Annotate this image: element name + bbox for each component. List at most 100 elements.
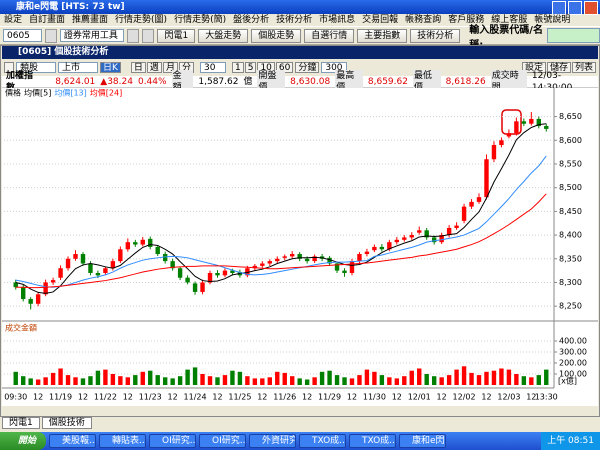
- candle-body: [514, 121, 519, 134]
- x-tick-label: 11/30: [363, 393, 386, 402]
- menu-item[interactable]: 帳號說明: [534, 15, 571, 25]
- candle-body: [394, 239, 400, 243]
- minimize-button[interactable]: [552, 1, 566, 15]
- y-tick-label: 8,550: [559, 159, 582, 168]
- x-tick-label: 12/02: [453, 393, 476, 402]
- volume-bar: [454, 369, 459, 385]
- volume-bar: [409, 370, 414, 385]
- legend-label: 均價[24]: [90, 88, 122, 98]
- menu-item[interactable]: 線上客服: [491, 15, 528, 25]
- start-button[interactable]: 開始: [0, 432, 47, 450]
- tool-icon[interactable]: [127, 28, 140, 43]
- window-tab[interactable]: 個股技術: [41, 417, 92, 429]
- setting-button[interactable]: 儲存: [546, 62, 571, 73]
- period-tab[interactable]: 月: [162, 62, 178, 73]
- volume-bar: [125, 377, 131, 385]
- period-tab[interactable]: 日: [130, 62, 146, 73]
- candle-body: [58, 268, 63, 278]
- close-button[interactable]: [584, 1, 598, 15]
- candle-body: [297, 254, 302, 259]
- task-item[interactable]: OI研究...: [149, 434, 197, 448]
- candle-body: [95, 272, 101, 276]
- task-item[interactable]: TXO成...: [299, 434, 347, 448]
- volume-bar: [484, 371, 489, 385]
- candle-body: [65, 258, 71, 269]
- volume-bar: [424, 374, 429, 385]
- x-tick-label: 12/03: [497, 393, 520, 402]
- group-select[interactable]: 類股: [16, 62, 56, 73]
- volume-bar: [192, 367, 198, 385]
- y-tick-label: 400.00: [559, 337, 587, 346]
- toolbar-button[interactable]: 技術分析: [410, 28, 461, 43]
- menu-item[interactable]: 自訂畫面: [29, 15, 66, 25]
- minutes-select[interactable]: 30: [199, 62, 226, 73]
- toolbar-button[interactable]: 個股走勢: [251, 28, 302, 43]
- toolbar-button[interactable]: 自選行情: [304, 28, 355, 43]
- menu-item[interactable]: 設定: [4, 15, 23, 25]
- volume-bar: [544, 369, 549, 385]
- candle-body: [417, 230, 422, 233]
- setting-button[interactable]: 設定: [521, 62, 546, 73]
- search-input[interactable]: [546, 28, 600, 43]
- step-button[interactable]: 5: [244, 62, 257, 73]
- task-item[interactable]: 康和e閃...: [399, 434, 447, 448]
- menu-item[interactable]: 帳務查詢: [405, 15, 442, 25]
- window-tab[interactable]: 閃電1: [2, 417, 40, 429]
- volume-bar: [65, 375, 71, 385]
- setting-button[interactable]: 列表: [571, 62, 596, 73]
- account-select[interactable]: 0605: [3, 29, 42, 42]
- toolbar-button[interactable]: 大盤走勢: [198, 28, 249, 43]
- task-item[interactable]: 轉貼表...: [99, 434, 147, 448]
- menu-item[interactable]: 交易回報: [362, 15, 399, 25]
- menu-item[interactable]: 推薦畫面: [72, 15, 109, 25]
- task-item[interactable]: OI研究...: [199, 434, 247, 448]
- volume-bar: [334, 375, 340, 385]
- candle-body: [387, 242, 392, 250]
- count-input[interactable]: 300: [321, 62, 347, 73]
- volume-bar: [73, 377, 78, 385]
- y-tick-label: 8,450: [559, 207, 582, 216]
- menu-item[interactable]: 行情走勢(簡): [174, 15, 227, 25]
- volume-bar: [349, 378, 355, 385]
- toolbar: 0605 證券常用工具 閃電1 大盤走勢 個股走勢 自選行情 主要指數 技術分析 輸入股票…: [0, 25, 600, 51]
- menu-item[interactable]: 盤後分析: [233, 15, 270, 25]
- task-item[interactable]: TXO成...: [349, 434, 397, 448]
- chart-controls: 類股 上市 日K 日週月分 30 1 5 10 60 分鐘 300 設定 儲存 列表: [2, 60, 598, 75]
- volume-bar: [43, 377, 48, 385]
- legend-label: 價格: [5, 88, 21, 98]
- candle-body: [222, 270, 228, 276]
- task-item[interactable]: 美股報...: [49, 434, 97, 448]
- volume-bar: [207, 376, 213, 385]
- y-tick-label: 8,500: [559, 183, 582, 192]
- tools-select[interactable]: 證券常用工具: [59, 29, 125, 42]
- maximize-button[interactable]: [568, 1, 582, 15]
- legend-label: 均價[13]: [54, 88, 86, 98]
- period-select[interactable]: 日K: [100, 62, 121, 73]
- candle-body: [148, 238, 153, 247]
- candle-body: [88, 263, 93, 273]
- task-item[interactable]: 外資研究: [249, 434, 297, 448]
- tool-icon[interactable]: [44, 28, 57, 43]
- candle-body: [140, 239, 145, 245]
- candle-body: [43, 282, 48, 295]
- toolbar-button[interactable]: 主要指數: [357, 28, 408, 43]
- tool-icon[interactable]: [142, 28, 155, 43]
- menu-item[interactable]: 市場訊息: [319, 15, 356, 25]
- candle-body: [409, 235, 414, 238]
- step-button[interactable]: 1: [231, 62, 244, 73]
- time-value: 12/03-14:30:00: [531, 70, 573, 93]
- nav-button[interactable]: [4, 62, 14, 73]
- candle-body: [13, 282, 18, 288]
- volume-bar: [506, 369, 512, 385]
- volume-bar: [402, 376, 407, 385]
- market-select[interactable]: 上市: [58, 62, 98, 73]
- period-tab[interactable]: 週: [146, 62, 162, 73]
- toolbar-button[interactable]: 閃電1: [157, 28, 196, 43]
- menu-item[interactable]: 客戶服務: [448, 15, 485, 25]
- menu-item[interactable]: 行情走勢(圖): [115, 15, 168, 25]
- quote-row: 加權指數 8,624.01 ▲38.24 0.44% 金 額 1,587.62 …: [2, 69, 598, 94]
- volume-bar: [110, 374, 116, 385]
- menu-item[interactable]: 技術分析: [276, 15, 313, 25]
- amount-unit: 億: [243, 76, 253, 87]
